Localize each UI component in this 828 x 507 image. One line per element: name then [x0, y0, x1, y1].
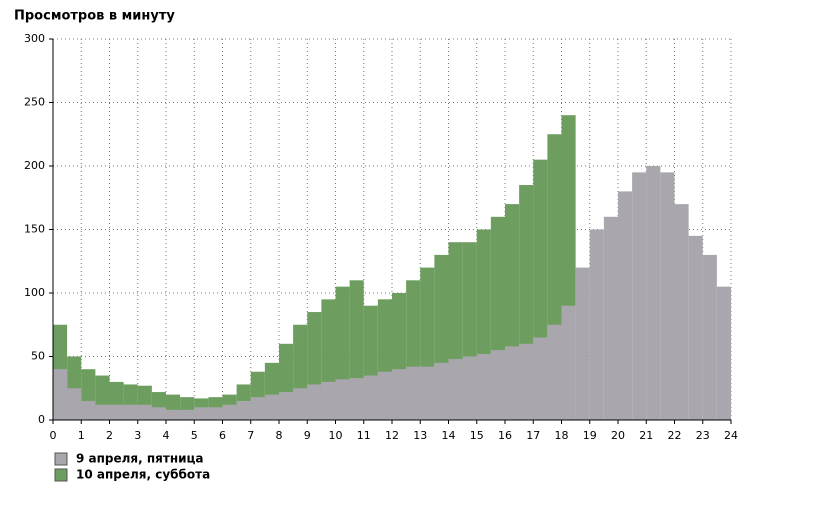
y-tick-label: 250	[24, 96, 45, 109]
bar	[137, 404, 152, 420]
y-tick-label: 150	[24, 223, 45, 236]
bar	[335, 379, 350, 420]
bar	[236, 400, 251, 420]
x-tick-label: 10	[329, 429, 343, 442]
bar	[618, 191, 633, 420]
x-tick-label: 8	[276, 429, 283, 442]
bar	[476, 353, 491, 420]
y-tick-label: 200	[24, 159, 45, 172]
x-tick-label: 0	[50, 429, 57, 442]
bar	[660, 172, 675, 420]
bar	[151, 407, 166, 420]
y-tick-label: 100	[24, 286, 45, 299]
x-tick-label: 23	[696, 429, 710, 442]
x-tick-label: 3	[134, 429, 141, 442]
bar	[53, 369, 68, 420]
x-tick-label: 12	[385, 429, 399, 442]
bar	[321, 381, 336, 420]
bar	[561, 305, 576, 420]
x-tick-label: 19	[583, 429, 597, 442]
x-tick-label: 2	[106, 429, 113, 442]
legend-label: 10 апреля, суббота	[76, 468, 210, 482]
legend-label: 9 апреля, пятница	[76, 452, 204, 466]
bar	[109, 404, 124, 420]
x-tick-label: 21	[639, 429, 653, 442]
bar	[505, 346, 520, 420]
bar	[264, 394, 279, 420]
bar	[688, 235, 703, 420]
x-tick-label: 15	[470, 429, 484, 442]
chart-title: Просмотров в минуту	[14, 9, 175, 24]
bar	[377, 371, 392, 420]
legend-swatch	[54, 452, 68, 466]
bar	[349, 378, 364, 420]
bar	[603, 216, 618, 420]
bar	[95, 404, 110, 420]
bar	[363, 375, 378, 420]
bar	[434, 362, 449, 420]
bar	[702, 254, 717, 420]
bar	[646, 166, 661, 420]
bar	[420, 366, 435, 420]
bar	[490, 350, 505, 420]
bar	[533, 337, 548, 420]
bar	[462, 356, 477, 420]
bar	[279, 392, 294, 420]
x-tick-label: 11	[357, 429, 371, 442]
bar	[222, 404, 237, 420]
bar	[674, 204, 689, 420]
x-tick-label: 16	[498, 429, 512, 442]
x-tick-label: 18	[555, 429, 569, 442]
x-tick-label: 1	[78, 429, 85, 442]
bar	[123, 404, 138, 420]
y-tick-label: 50	[31, 350, 45, 363]
x-tick-label: 6	[219, 429, 226, 442]
bar	[194, 407, 209, 420]
bar	[81, 400, 96, 420]
x-tick-label: 22	[668, 429, 682, 442]
bar	[180, 409, 195, 420]
x-tick-label: 4	[163, 429, 170, 442]
x-tick-label: 14	[442, 429, 456, 442]
bar	[519, 343, 534, 420]
bar	[307, 384, 322, 420]
bar	[632, 172, 647, 420]
bar	[293, 388, 308, 420]
x-tick-label: 5	[191, 429, 198, 442]
x-tick-label: 7	[247, 429, 254, 442]
bar	[392, 369, 407, 420]
bar	[250, 397, 265, 420]
bar	[547, 324, 562, 420]
x-tick-label: 24	[724, 429, 738, 442]
bar	[208, 407, 223, 420]
y-tick-label: 300	[24, 32, 45, 45]
y-tick-label: 0	[38, 413, 45, 426]
bar	[448, 359, 463, 420]
x-tick-label: 9	[304, 429, 311, 442]
bar	[406, 366, 421, 420]
bar	[166, 409, 181, 420]
x-tick-label: 20	[611, 429, 625, 442]
x-tick-label: 17	[526, 429, 540, 442]
bar	[575, 267, 590, 420]
x-tick-label: 13	[413, 429, 427, 442]
bar	[589, 229, 604, 420]
legend-swatch	[54, 468, 68, 482]
bar	[67, 388, 82, 420]
bar	[716, 286, 731, 420]
